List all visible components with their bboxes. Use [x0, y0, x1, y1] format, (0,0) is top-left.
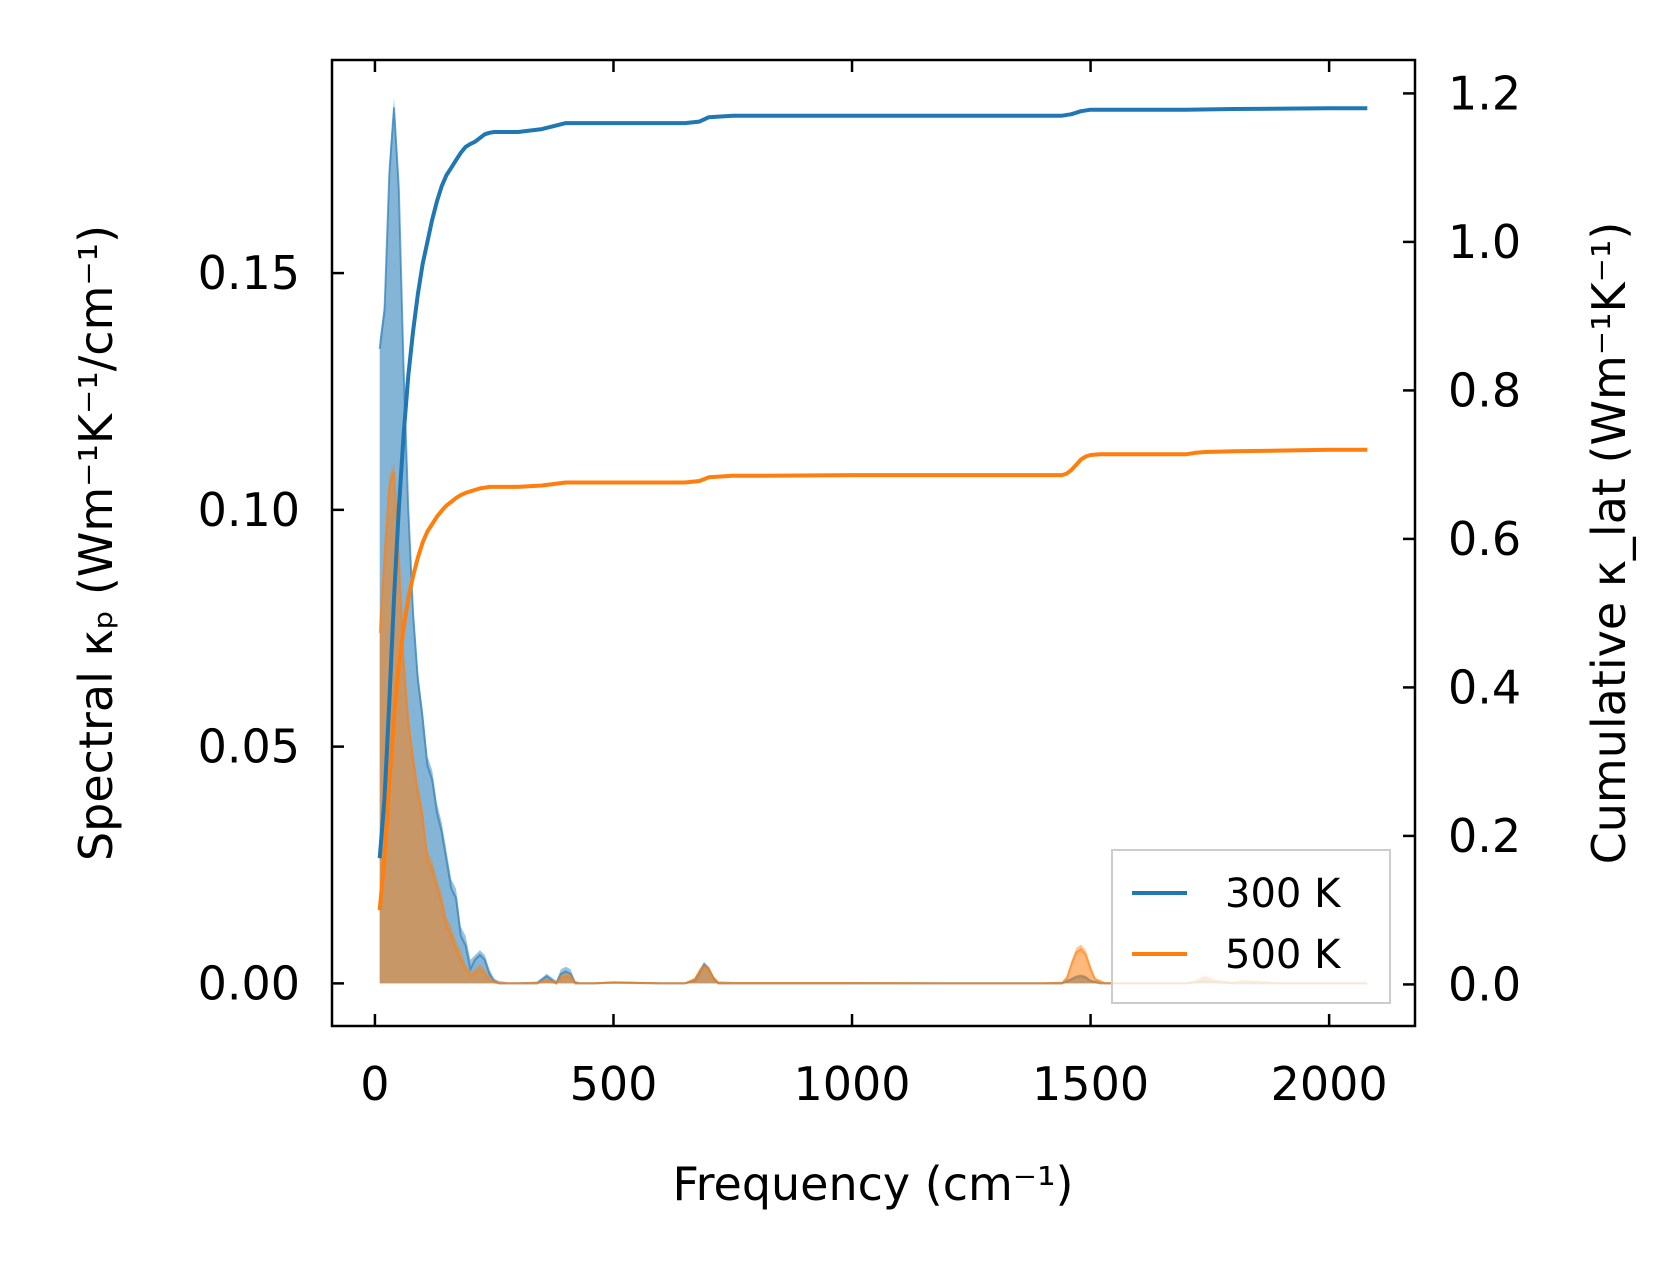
tick-labels: 0 500 1000 1500 2000 0.00 0.05 0.10 0.15 0.0 0.2 0.…	[198, 66, 1522, 1111]
legend-label-500k: 500 K	[1225, 932, 1342, 978]
y-left-tick-label: 0.00	[198, 956, 300, 1010]
y-left-tick-label: 0.15	[198, 246, 300, 300]
y-right-tick-label: 0.0	[1448, 957, 1521, 1011]
y-right-tick-label: 1.2	[1448, 66, 1521, 120]
x-axis-title: Frequency (cm⁻¹)	[673, 1157, 1074, 1211]
plot-frame	[330, 58, 1417, 1028]
spectral-fills	[378, 97, 1368, 985]
y-right-tick-label: 1.0	[1448, 215, 1521, 269]
cumulative-lines	[377, 106, 1368, 911]
cumulative-line-300k	[377, 106, 1368, 859]
y-right-tick-label: 0.2	[1448, 809, 1521, 863]
cumulative-line-500k	[377, 447, 1368, 911]
y-right-axis-title: Cumulative κ_lat (Wm⁻¹K⁻¹)	[1582, 222, 1636, 865]
axis-ticks	[332, 60, 1415, 1026]
y-right-tick-label: 0.8	[1448, 363, 1521, 417]
legend: 300 K 500 K	[1111, 849, 1391, 1004]
x-tick-label: 1000	[793, 1057, 910, 1111]
y-left-axis-title: Spectral κₚ (Wm⁻¹K⁻¹/cm⁻¹)	[69, 225, 123, 861]
y-right-tick-label: 0.4	[1448, 660, 1521, 714]
y-right-tick-label: 0.6	[1448, 512, 1521, 566]
x-tick-label: 2000	[1271, 1057, 1388, 1111]
x-tick-label: 0	[360, 1057, 389, 1111]
x-tick-label: 500	[570, 1057, 658, 1111]
x-tick-label: 1500	[1032, 1057, 1149, 1111]
legend-label-300k: 300 K	[1225, 871, 1342, 917]
y-left-tick-label: 0.05	[198, 720, 300, 774]
spectral-line-500k	[378, 471, 1368, 985]
y-left-tick-label: 0.10	[198, 483, 300, 537]
legend-box	[1111, 849, 1391, 1004]
